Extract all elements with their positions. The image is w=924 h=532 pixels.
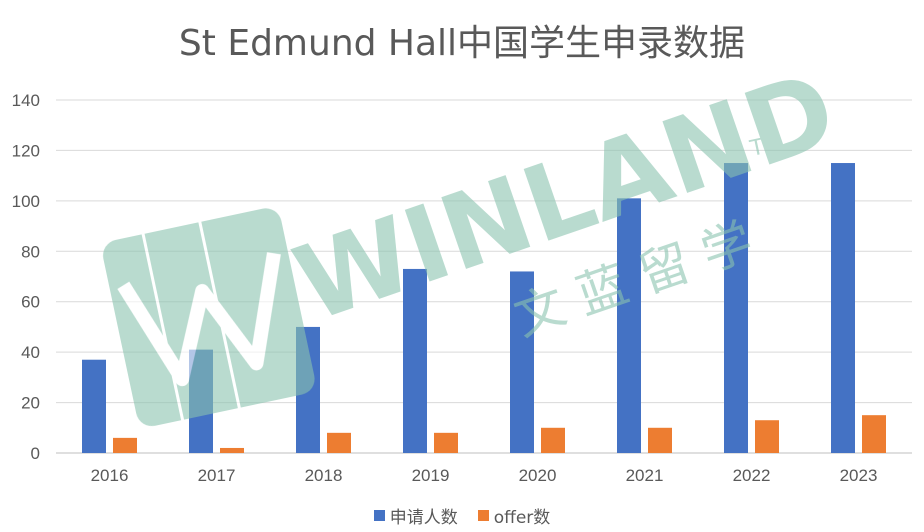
legend: 申请人数 offer数 xyxy=(0,503,924,528)
legend-swatch-applicants xyxy=(373,510,385,521)
x-tick-label: 2017 xyxy=(198,466,236,485)
x-tick-label: 2018 xyxy=(305,466,343,485)
y-tick-label: 100 xyxy=(12,192,40,211)
bar-offers-2020 xyxy=(541,427,565,453)
x-tick-label: 2021 xyxy=(626,466,664,485)
bar-offers-2018 xyxy=(327,432,351,453)
legend-swatch-offers xyxy=(477,510,489,521)
x-tick-label: 2023 xyxy=(840,466,878,485)
bar-offers-2016 xyxy=(113,437,137,453)
y-tick-label: 40 xyxy=(21,343,40,362)
legend-label-offers: offer数 xyxy=(493,508,551,528)
x-tick-label: 2016 xyxy=(91,466,129,485)
y-tick-label: 120 xyxy=(12,141,40,160)
bar-offers-2023 xyxy=(862,415,886,453)
y-tick-label: 60 xyxy=(21,293,40,312)
bar-applicants-2023 xyxy=(831,163,855,454)
bar-applicants-2019 xyxy=(403,268,427,453)
bar-applicants-2021 xyxy=(617,198,641,453)
y-tick-label: 140 xyxy=(12,91,40,110)
legend-item-applicants: 申请人数 xyxy=(373,503,458,528)
x-tick-label: 2022 xyxy=(733,466,771,485)
bar-applicants-2022 xyxy=(724,163,748,454)
x-tick-label: 2020 xyxy=(519,466,557,485)
bar-applicants-2020 xyxy=(510,271,534,453)
chart-title: St Edmund Hall中国学生申录数据 xyxy=(178,23,746,64)
y-tick-label: 0 xyxy=(31,444,40,463)
x-tick-label: 2019 xyxy=(412,466,450,485)
legend-label-applicants: 申请人数 xyxy=(389,508,458,528)
legend-item-offers: offer数 xyxy=(477,503,551,528)
y-tick-label: 80 xyxy=(21,242,40,261)
bar-offers-2022 xyxy=(755,420,779,453)
bar-offers-2019 xyxy=(434,432,458,453)
bar-applicants-2016 xyxy=(82,359,106,453)
bar-offers-2017 xyxy=(220,447,244,453)
bar-offers-2021 xyxy=(648,427,672,453)
y-tick-label: 20 xyxy=(21,394,40,413)
